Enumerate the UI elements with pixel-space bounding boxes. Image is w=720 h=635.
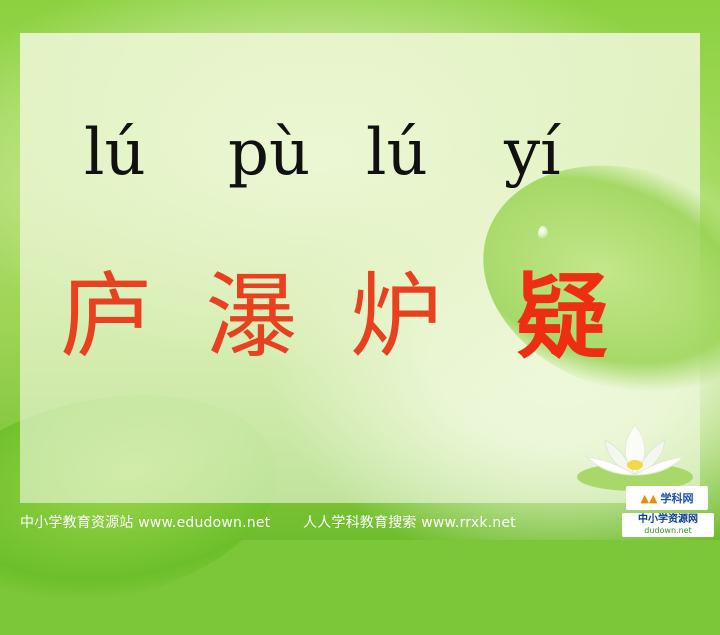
footer-credits: 中小学教育资源站 www.edudown.net 人人学科教育搜索 www.rr… — [20, 512, 544, 532]
pinyin-lu-2: lú — [366, 118, 428, 188]
lotus-flower-icon — [575, 405, 695, 495]
character-yi-doubt: 疑 — [516, 262, 608, 372]
footer-site-edudown[interactable]: 中小学教育资源站 www.edudown.net — [20, 515, 270, 531]
pinyin-lu-1: lú — [84, 118, 146, 188]
character-pu-waterfall: 瀑 — [205, 262, 297, 372]
xueke-logo-icon: ▲▲ — [641, 492, 658, 505]
pinyin-pu: pù — [228, 118, 310, 188]
character-lu-stove: 炉 — [350, 262, 442, 372]
character-lu-hut: 庐 — [60, 262, 152, 372]
footer-site-rrxk[interactable]: 人人学科教育搜索 www.rrxk.net — [303, 515, 516, 531]
xueke-logo[interactable]: ▲▲ 学科网 — [626, 486, 708, 510]
xueke-logo-label: 学科网 — [660, 490, 693, 506]
edudown-logo[interactable]: 中小学资源网 dudown.net — [622, 513, 714, 537]
pinyin-yi: yí — [504, 118, 561, 188]
edudown-logo-title: 中小学资源网 — [638, 514, 698, 525]
edudown-logo-url: dudown.net — [644, 525, 691, 536]
water-droplet-icon — [538, 226, 548, 239]
